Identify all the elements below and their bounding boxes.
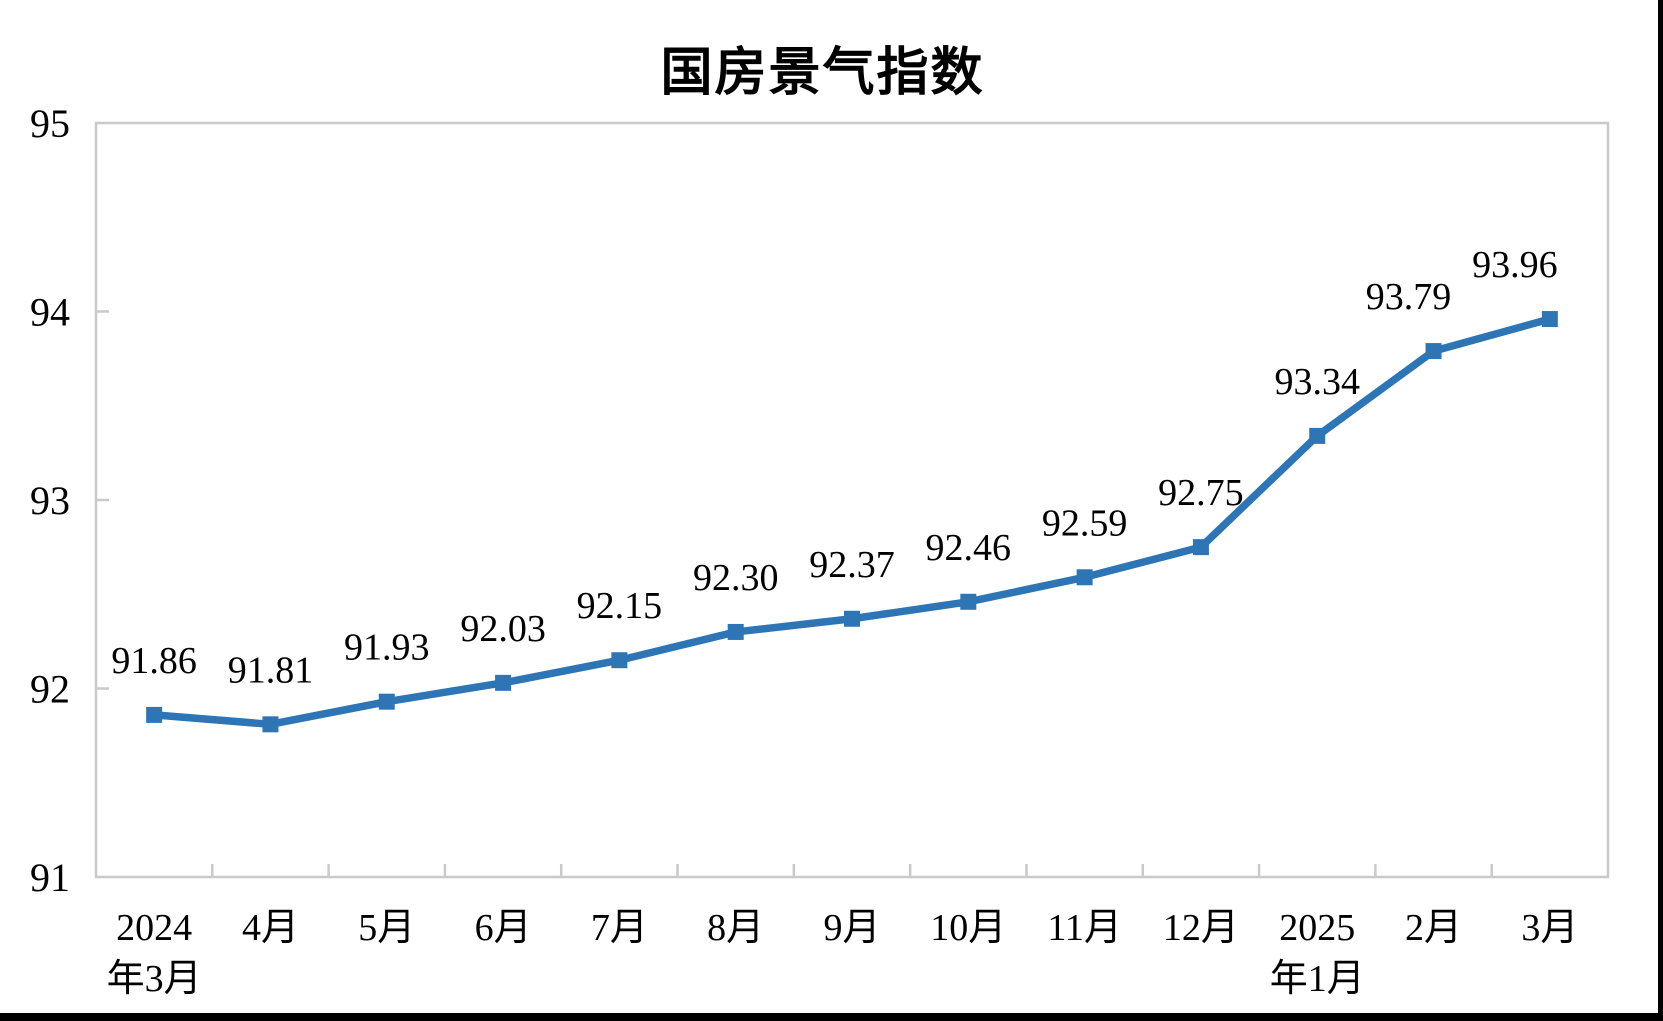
data-label: 93.79: [1366, 276, 1452, 318]
data-label: 91.86: [111, 640, 197, 682]
x-axis-label: 3月: [1521, 907, 1578, 949]
data-point-marker: [378, 693, 395, 710]
x-axis-label-line2: 年3月: [107, 958, 202, 1000]
data-label: 92.75: [1158, 472, 1244, 514]
x-axis-label: 2025: [1279, 907, 1355, 949]
data-point-marker: [146, 706, 163, 723]
x-axis-label: 8月: [707, 907, 764, 949]
data-point-marker: [1192, 539, 1209, 556]
x-axis-label-line2: 年1月: [1270, 958, 1365, 1000]
data-label: 92.03: [460, 608, 546, 650]
y-axis-label: 93: [30, 478, 70, 523]
x-axis-label: 4月: [242, 907, 299, 949]
y-axis-label: 92: [30, 667, 70, 712]
chart-title: 国房景气指数: [660, 45, 985, 102]
data-label: 92.59: [1042, 502, 1128, 544]
data-label: 93.34: [1274, 361, 1360, 403]
data-point-marker: [844, 610, 860, 627]
x-axis-label: 2024: [116, 907, 192, 949]
data-label: 92.46: [926, 527, 1012, 569]
y-axis-label: 94: [30, 290, 70, 335]
data-point-marker: [727, 623, 744, 640]
data-label: 91.93: [344, 627, 430, 669]
plot-frame: [94, 121, 1610, 879]
data-label: 91.81: [228, 649, 314, 691]
data-point-marker: [1541, 311, 1558, 328]
x-axis-label: 9月: [823, 907, 880, 949]
data-point-marker: [960, 593, 977, 610]
data-label: 92.15: [577, 585, 663, 627]
data-point-marker: [1425, 343, 1442, 360]
x-axis-label: 7月: [591, 907, 648, 949]
data-label: 93.96: [1472, 244, 1558, 286]
data-point-marker: [611, 652, 628, 669]
x-axis-label: 10月: [930, 907, 1006, 949]
data-point-marker: [1309, 427, 1326, 444]
y-axis-label: 91: [30, 855, 70, 900]
data-point-marker: [495, 674, 512, 691]
data-point-marker: [1076, 569, 1093, 586]
x-axis-label: 6月: [475, 907, 532, 949]
data-point-marker: [262, 716, 279, 733]
x-axis-label: 2月: [1405, 907, 1462, 949]
x-axis-label: 12月: [1163, 907, 1239, 949]
data-label: 92.37: [809, 544, 895, 586]
x-axis-label: 11月: [1047, 907, 1122, 949]
y-axis-label: 95: [30, 101, 70, 146]
x-axis-label: 5月: [358, 907, 415, 949]
data-label: 92.30: [693, 557, 779, 599]
